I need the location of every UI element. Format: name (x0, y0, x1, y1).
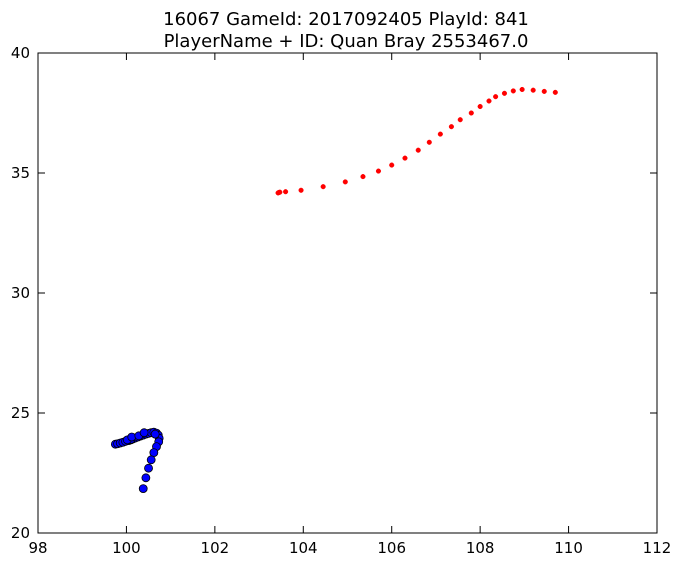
series-2-point (342, 179, 348, 185)
series-2-point (283, 189, 289, 195)
series-2-point (457, 117, 463, 123)
series-2-point (468, 110, 474, 116)
series-1-point (141, 473, 151, 483)
y-tick-label: 35 (11, 164, 30, 182)
series-2-point (486, 98, 492, 104)
series-2-point (493, 94, 499, 100)
series-2-point (552, 89, 558, 95)
series-2-point (477, 103, 483, 110)
series-2-point (277, 189, 283, 195)
x-tick-label: 112 (643, 539, 672, 557)
series-2-point (389, 162, 395, 168)
series-2-point (437, 131, 443, 137)
x-tick-label: 104 (289, 539, 318, 557)
plot-frame (37, 52, 658, 534)
x-tick-label: 106 (377, 539, 406, 557)
x-tick-label: 100 (112, 539, 141, 557)
series-1-point (146, 455, 156, 465)
x-tick-label: 102 (201, 539, 230, 557)
y-tick-label: 30 (11, 284, 30, 302)
chart-title: 16067 GameId: 2017092405 PlayId: 841 (163, 9, 529, 30)
x-tick-label: 110 (554, 539, 583, 557)
series-1-point (138, 484, 148, 494)
series-1-point (127, 432, 137, 442)
series-2-point (510, 88, 516, 94)
x-tick-label: 98 (28, 539, 47, 557)
series-2-point (426, 139, 432, 145)
series-1-point (139, 428, 149, 438)
series-2-point (320, 184, 326, 190)
series-2-point (501, 90, 508, 96)
series-1-point (150, 429, 160, 439)
series-1-point (144, 463, 153, 473)
series-1-point (149, 448, 159, 458)
series-2-point (530, 87, 536, 93)
series-2-point (375, 168, 382, 174)
series-2-point (298, 187, 304, 193)
plot-area (38, 53, 657, 533)
ticks-layer: 98 100 102 104 106 108 110 112 20 25 30 35 40 (11, 44, 671, 557)
series-2-point (519, 86, 525, 93)
series-2-point (541, 88, 547, 94)
y-tick-label: 40 (11, 44, 30, 62)
x-tick-label: 108 (466, 539, 495, 557)
series-2-point (360, 174, 366, 180)
series-2-point (402, 155, 408, 161)
points-layer (110, 86, 558, 494)
chart-subtitle: PlayerName + ID: Quan Bray 2553467.0 (164, 31, 529, 52)
y-tick-label: 20 (11, 524, 30, 542)
series-2-point (448, 124, 454, 130)
series-2-point (415, 147, 421, 153)
y-tick-label: 25 (11, 404, 30, 422)
